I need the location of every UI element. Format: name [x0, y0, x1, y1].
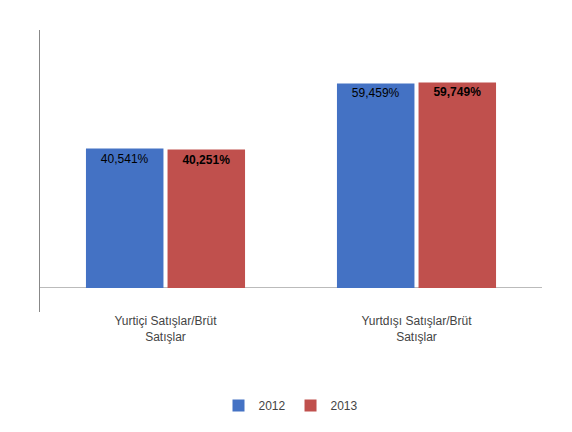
svg-text:Yurtiçi Satışlar/BrütSatışlar: Yurtiçi Satışlar/BrütSatışlar — [114, 314, 217, 344]
svg-text:2013: 2013 — [331, 399, 358, 413]
svg-text:Yurtdışı Satışlar/BrütSatışlar: Yurtdışı Satışlar/BrütSatışlar — [361, 314, 472, 344]
svg-text:59,749%: 59,749% — [433, 85, 481, 99]
svg-text:59,459%: 59,459% — [352, 86, 400, 100]
svg-text:40,251%: 40,251% — [182, 153, 230, 167]
svg-text:40,541%: 40,541% — [101, 152, 149, 166]
svg-text:2012: 2012 — [259, 399, 286, 413]
